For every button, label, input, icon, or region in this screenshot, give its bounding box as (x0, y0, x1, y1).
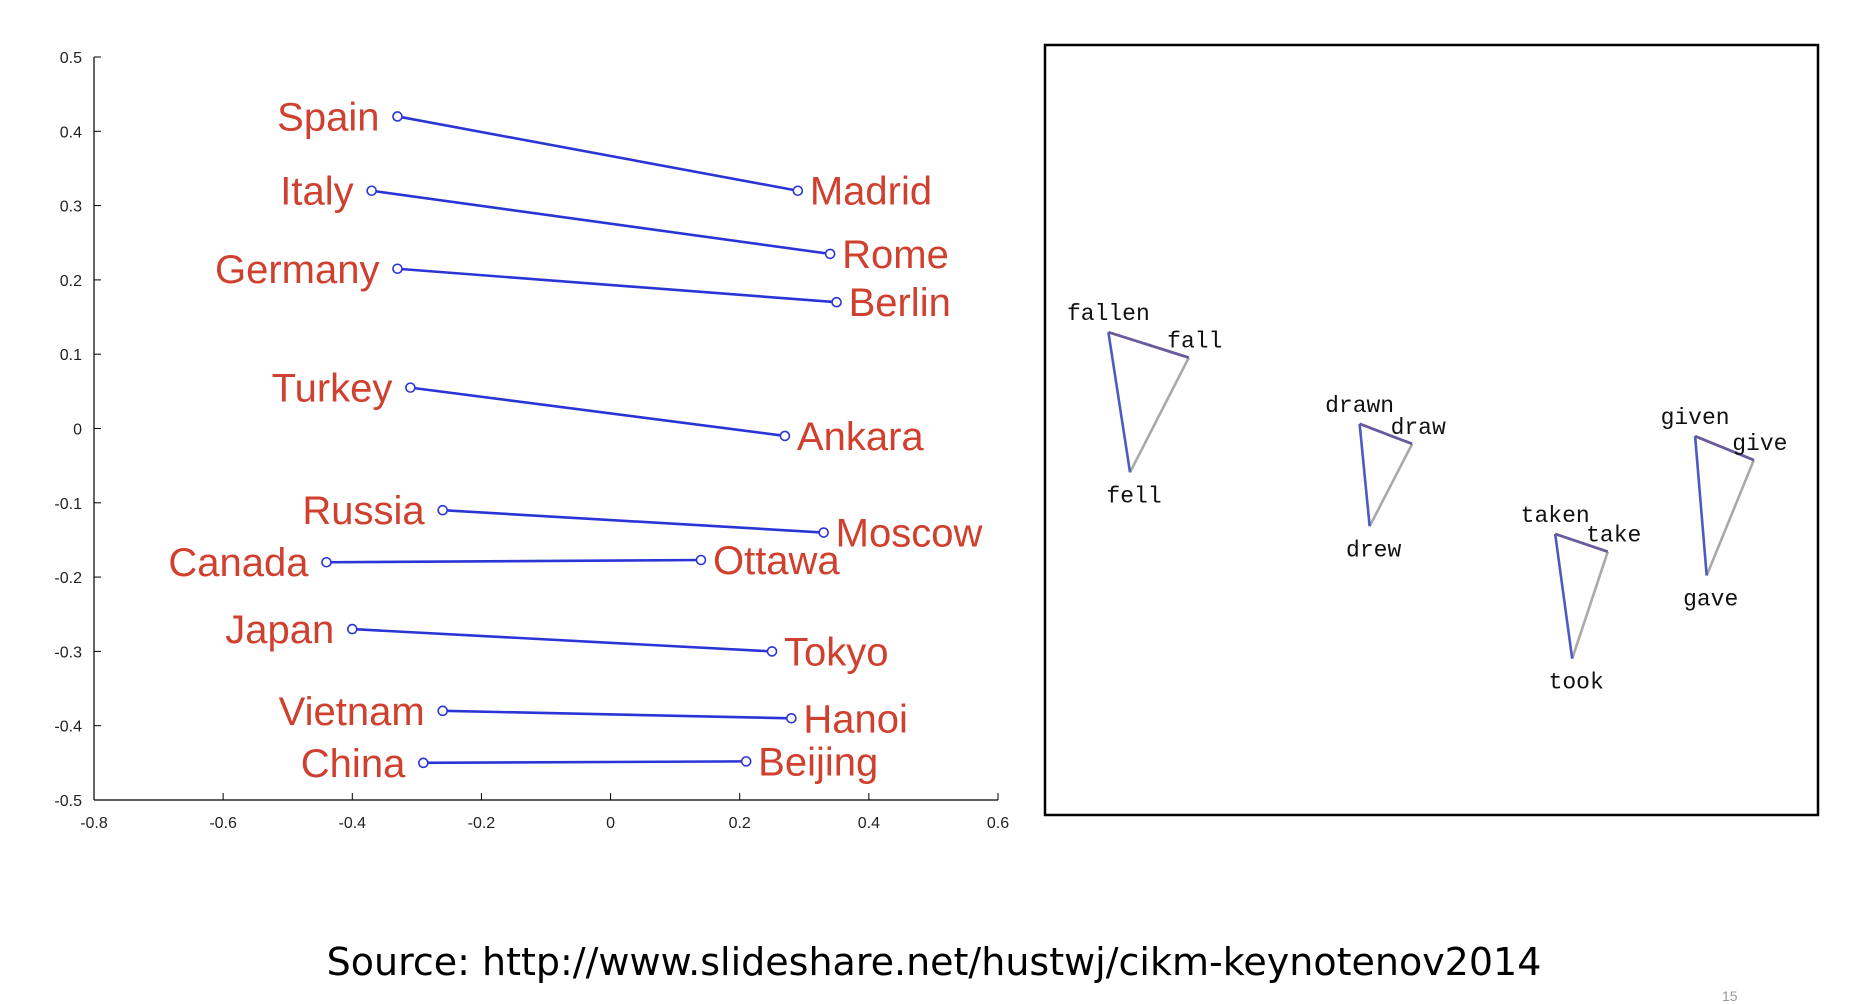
capital-label: Rome (842, 233, 949, 277)
pair-line (350, 627, 774, 653)
capital-label: Tokyo (784, 630, 889, 674)
country-point (392, 111, 403, 122)
base-verb-label: take (1586, 523, 1641, 549)
x-tick-label: 0.4 (858, 815, 880, 832)
country-point (366, 185, 377, 197)
pair-line (441, 508, 825, 534)
y-tick-label: 0.2 (60, 273, 82, 290)
past-tense-label: drew (1346, 537, 1401, 563)
source-caption: Source: http://www.slideshare.net/hustwj… (326, 940, 1542, 984)
pair-line (441, 709, 793, 720)
page-number: 15 (1722, 988, 1738, 1004)
y-tick-label: -0.5 (54, 793, 82, 810)
capital-point (695, 554, 707, 566)
capital-point (740, 756, 752, 767)
country-point (437, 504, 448, 516)
participle-label: given (1661, 405, 1730, 431)
country-label: Japan (225, 608, 334, 652)
country-point (418, 757, 429, 769)
participle-base-edge (1107, 330, 1190, 359)
capital-point (779, 430, 791, 442)
participle-label: taken (1521, 503, 1590, 529)
country-point (405, 382, 416, 393)
plot-frame (1043, 43, 1820, 817)
country-label: Italy (280, 170, 353, 214)
participle-base-edge (1554, 532, 1609, 553)
country-capital-chart: -0.8 -0.6 -0.4 -0.2 0 0.2 0.4 0.6 0.5 0.4 0.3 0.2 0.… (54, 50, 1009, 832)
y-tick-label: 0 (73, 422, 82, 439)
country-label: Vietnam (279, 690, 425, 734)
base-verb-label: fall (1167, 329, 1222, 355)
participle-base-edge (1694, 434, 1755, 462)
y-tick-label: 0.4 (60, 124, 82, 141)
country-label: Spain (277, 95, 379, 139)
x-tick-label: -0.8 (80, 815, 108, 832)
participle-label: fallen (1067, 301, 1150, 327)
past-tense-label: fell (1106, 483, 1161, 509)
base-verb-label: draw (1391, 415, 1446, 441)
y-tick-label: -0.1 (54, 496, 82, 513)
participle-past-edge (1358, 423, 1371, 527)
participle-past-edge (1107, 332, 1132, 473)
capital-point (786, 712, 797, 724)
y-tick-label: 0.3 (60, 199, 82, 216)
y-tick-label: 0.1 (60, 347, 82, 364)
capital-point (766, 646, 778, 657)
country-label: Turkey (272, 367, 393, 411)
pair-line (422, 760, 748, 765)
pair-line (396, 267, 838, 304)
x-tick-label: 0 (606, 815, 615, 832)
participle-past-edge (1553, 533, 1574, 659)
y-tick-label: -0.3 (54, 644, 82, 661)
y-tick-label: 0.5 (60, 50, 82, 67)
country-label: Canada (168, 541, 309, 585)
country-point (437, 705, 448, 717)
country-point (392, 263, 403, 275)
pair-line (370, 189, 832, 256)
past-tense-label: took (1549, 670, 1604, 696)
y-tick-label: -0.4 (54, 719, 82, 736)
capital-label: Ankara (797, 415, 924, 459)
x-tick-label: -0.2 (468, 815, 496, 832)
country-label: China (301, 742, 406, 786)
participle-past-edge (1693, 436, 1708, 576)
capital-label: Hanoi (803, 697, 908, 741)
country-point (321, 556, 332, 568)
country-label: Germany (215, 248, 380, 292)
base-past-edge (1128, 357, 1190, 473)
pair-line (325, 558, 703, 564)
x-tick-label: -0.4 (338, 815, 366, 832)
capital-label: Beijing (758, 740, 878, 784)
x-tick-label: 0.6 (987, 815, 1009, 832)
capital-label: Ottawa (713, 539, 840, 583)
country-point (346, 623, 358, 635)
capital-label: Moscow (836, 512, 983, 556)
capital-point (792, 185, 804, 197)
base-past-edge (1705, 459, 1756, 577)
base-verb-label: give (1732, 431, 1787, 457)
past-tense-label: gave (1683, 587, 1738, 613)
pair-line (409, 386, 787, 438)
y-tick-label: -0.2 (54, 570, 82, 587)
pair-line (396, 115, 800, 193)
base-past-edge (1570, 551, 1609, 660)
base-past-edge (1368, 443, 1414, 527)
capital-point (824, 248, 836, 260)
participle-base-edge (1359, 422, 1413, 446)
capital-label: Berlin (849, 281, 951, 325)
capital-label: Madrid (810, 170, 932, 214)
participle-label: drawn (1325, 393, 1394, 419)
capital-point (831, 296, 842, 308)
capital-point (818, 527, 829, 538)
country-label: Russia (302, 489, 425, 533)
x-tick-label: -0.6 (209, 815, 237, 832)
x-tick-label: 0.2 (729, 815, 751, 832)
